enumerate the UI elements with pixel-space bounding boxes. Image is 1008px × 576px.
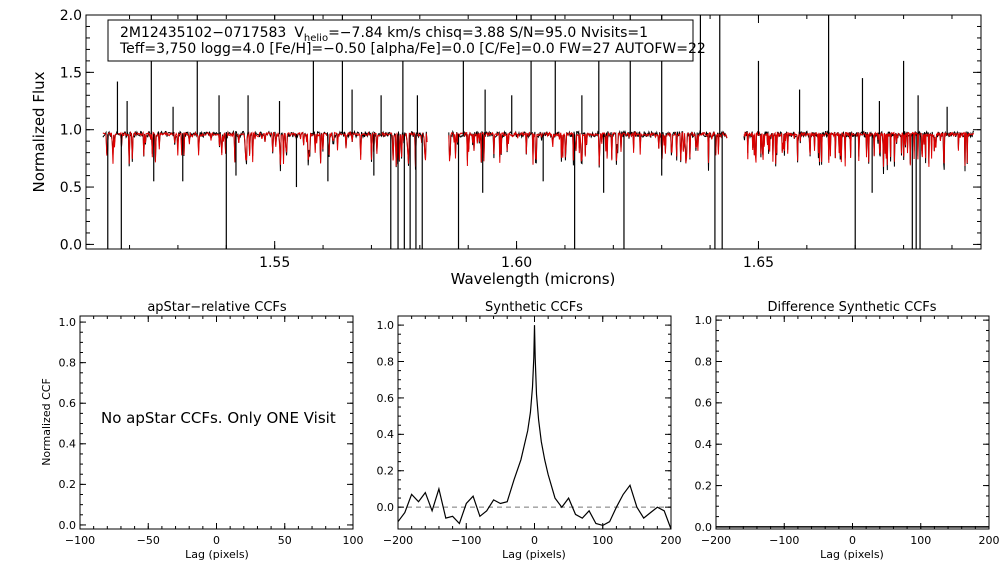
- x-tick-label: 1.65: [743, 255, 774, 271]
- annotation-star-id: 2M12435102−0717583: [120, 25, 286, 41]
- annotation-line-2: Teff=3,750 logg=4.0 [Fe/H]=−0.50 [alpha/…: [119, 41, 706, 57]
- x-tick-label: 0: [849, 534, 856, 547]
- annotation-v-subscript: helio: [304, 33, 328, 44]
- y-tick-label: 1.0: [377, 319, 395, 332]
- x-tick-label: −100: [65, 534, 95, 547]
- y-tick-label: 0.6: [59, 397, 77, 410]
- y-tick-label: 0.4: [377, 428, 395, 441]
- y-tick-label: 0.5: [60, 180, 82, 196]
- annotation-v-rest: =−7.84 km/s chisq=3.88 S/N=95.0 Nvisits=…: [328, 25, 648, 41]
- y-tick-label: 0.4: [695, 438, 713, 451]
- y-tick-label: 0.2: [695, 479, 713, 492]
- apstar-ccf-ticks: −100 −50 0 50 100 0.0 0.2 0.4 0.6 0.8 1.0: [59, 316, 364, 547]
- x-tick-label: 200: [661, 534, 682, 547]
- model-spectrum-line: [102, 130, 428, 167]
- synthetic-ccf-line: [397, 325, 672, 530]
- y-tick-label: 0.2: [59, 478, 77, 491]
- difference-ccf-ticks: −200 −100 0 100 200 0.0 0.2 0.4 0.6 0.8 1.0: [695, 314, 1000, 547]
- synthetic-ccf-title: Synthetic CCFs: [485, 300, 583, 315]
- y-tick-label: 0.8: [377, 355, 395, 368]
- x-tick-label: 1.60: [501, 255, 532, 271]
- y-tick-label: 0.0: [695, 521, 713, 534]
- y-tick-label: 1.5: [60, 65, 82, 81]
- apstar-ccf-x-axis-label: Lag (pixels): [185, 548, 249, 561]
- annotation-line-1: 2M12435102−0717583 Vhelio=−7.84 km/s chis…: [120, 25, 648, 44]
- apstar-ccf-panel: apStar−relative CCFs −100 −50 0 50 100 0.0 0.2…: [40, 300, 364, 561]
- x-tick-label: 50: [278, 534, 292, 547]
- spectrum-y-axis-label: Normalized Flux: [30, 71, 48, 192]
- y-tick-label: 0.0: [60, 237, 82, 253]
- x-tick-label: −200: [383, 534, 413, 547]
- synthetic-ccf-plot-area: [397, 325, 672, 530]
- difference-ccf-frame: [715, 315, 990, 530]
- difference-ccf-panel: Difference Synthetic CCFs −200 −100 0 100 20…: [695, 300, 1000, 561]
- difference-ccf-title: Difference Synthetic CCFs: [767, 300, 936, 315]
- y-tick-label: 0.4: [59, 438, 77, 451]
- y-tick-label: 1.0: [60, 123, 82, 139]
- y-tick-label: 0.8: [695, 355, 713, 368]
- synthetic-ccf-x-axis-label: Lag (pixels): [502, 548, 566, 561]
- y-tick-label: 0.0: [59, 519, 77, 532]
- apstar-ccf-message: No apStar CCFs. Only ONE Visit: [101, 409, 336, 427]
- x-tick-label: −200: [701, 534, 731, 547]
- y-tick-label: 0.6: [695, 397, 713, 410]
- y-tick-label: 0.6: [377, 392, 395, 405]
- x-tick-label: 0: [213, 534, 220, 547]
- model-spectrum-line: [743, 130, 975, 167]
- y-tick-label: 1.0: [59, 316, 77, 329]
- spectrum-plot-area: [102, 15, 975, 249]
- y-tick-label: 0.0: [377, 501, 395, 514]
- model-spectrum-line: [448, 130, 728, 167]
- x-tick-label: −100: [769, 534, 799, 547]
- apstar-ccf-y-axis-label: Normalized CCF: [40, 378, 53, 466]
- x-tick-label: 100: [910, 534, 931, 547]
- apstar-ccf-title: apStar−relative CCFs: [147, 300, 287, 315]
- annotation-box: [107, 19, 694, 62]
- x-tick-label: −50: [137, 534, 160, 547]
- annotation-v-prefix: V: [294, 25, 304, 41]
- y-tick-label: 2.0: [60, 8, 82, 24]
- y-tick-label: 0.2: [377, 465, 395, 478]
- x-tick-label: 100: [343, 534, 364, 547]
- x-tick-label: 100: [592, 534, 613, 547]
- spectrum-frame: [85, 14, 982, 250]
- difference-ccf-x-axis-label: Lag (pixels): [820, 548, 884, 561]
- y-tick-label: 0.8: [59, 357, 77, 370]
- spectrum-x-axis-label: Wavelength (microns): [451, 270, 616, 288]
- spectrum-ticks: 1.55 1.60 1.65 0.0 0.5 1.0 1.5 2.0: [60, 8, 981, 271]
- x-tick-label: 0: [531, 534, 538, 547]
- synthetic-ccf-panel: Synthetic CCFs −200 −100 0 100 200 0.0 0.2 0.4 0…: [377, 300, 682, 561]
- x-tick-label: 200: [979, 534, 1000, 547]
- x-tick-label: −100: [451, 534, 481, 547]
- y-tick-label: 1.0: [695, 314, 713, 327]
- spectrum-panel: 1.55 1.60 1.65 0.0 0.5 1.0 1.5 2.0 Wavelength (…: [30, 8, 982, 288]
- synthetic-ccf-ticks: −200 −100 0 100 200 0.0 0.2 0.4 0.6 0.8 1.0: [377, 315, 682, 547]
- x-tick-label: 1.55: [259, 255, 290, 271]
